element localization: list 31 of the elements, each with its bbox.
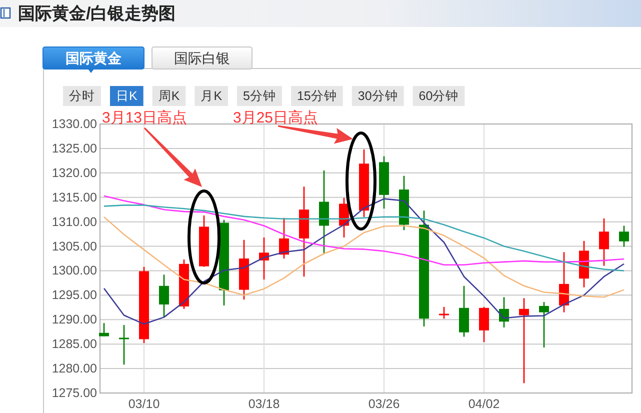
text: 月K	[200, 89, 223, 103]
annotation: 3月25日高点	[233, 110, 318, 126]
y-tick-label: 1305.00	[52, 239, 98, 254]
annotation: 3月13日高点	[102, 110, 188, 126]
x-tick-label: 04/02	[468, 397, 500, 411]
x-tick-label: 03/10	[128, 397, 160, 411]
text: 15分钟	[296, 89, 337, 103]
text: 30分钟	[358, 89, 398, 103]
chart-title: 国际黄金/白银走势图	[18, 4, 176, 23]
y-tick-label: 1280.00	[52, 362, 98, 376]
x-tick-label: 03/26	[368, 397, 400, 411]
text: 5分钟	[243, 89, 276, 103]
text: 周K	[158, 89, 180, 103]
y-tick-label: 1295.00	[52, 288, 98, 302]
y-tick-label: 1285.00	[52, 337, 98, 352]
y-tick-label: 1315.00	[52, 190, 98, 204]
line-series	[103, 204, 625, 272]
y-tick-label: 1310.00	[52, 214, 98, 229]
line-series	[103, 195, 625, 266]
y-tick-label: 1320.00	[52, 166, 98, 180]
text: 分时	[69, 89, 95, 103]
line-series	[103, 198, 625, 325]
y-tick-label: 1330.00	[52, 117, 98, 131]
y-tick-label: 1290.00	[52, 312, 98, 327]
y-tick-label: 1275.00	[52, 386, 98, 400]
y-tick-label: 1325.00	[52, 141, 98, 156]
x-tick-label: 03/18	[248, 397, 280, 411]
tab: 国际白银	[152, 46, 252, 70]
text: 60分钟	[418, 89, 459, 103]
y-tick-label: 1300.00	[52, 264, 98, 278]
text: 日K	[116, 89, 138, 103]
